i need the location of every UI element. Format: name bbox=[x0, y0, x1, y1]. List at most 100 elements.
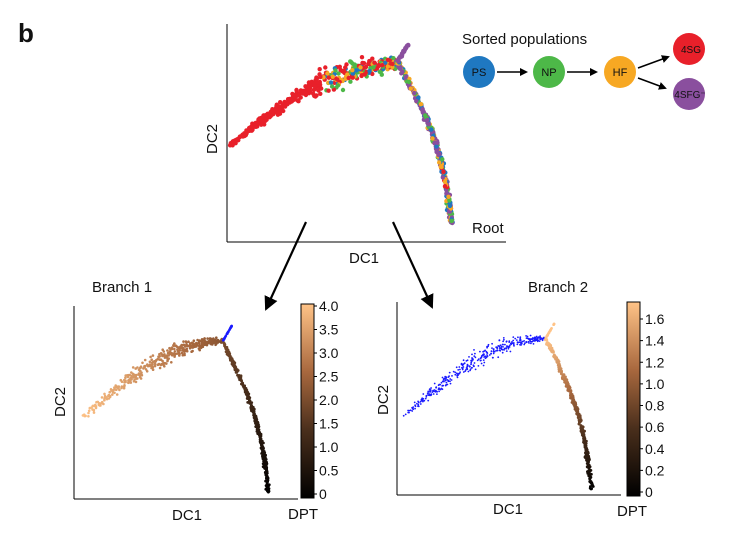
cell-point bbox=[398, 66, 403, 72]
cell-point bbox=[437, 388, 440, 391]
cell-point bbox=[500, 348, 503, 351]
cell-point bbox=[490, 350, 493, 353]
cell-point bbox=[87, 409, 91, 413]
cell-point bbox=[264, 117, 269, 122]
cell-point bbox=[449, 378, 452, 380]
cell-point bbox=[146, 363, 149, 366]
cell-point bbox=[108, 394, 112, 398]
cell-point bbox=[486, 346, 488, 349]
cell-point bbox=[129, 376, 132, 380]
cell-point bbox=[437, 384, 440, 387]
cell-point bbox=[444, 379, 447, 382]
cell-point bbox=[404, 413, 407, 416]
cell-point bbox=[512, 339, 515, 342]
cell-point bbox=[492, 350, 495, 352]
cell-point bbox=[451, 375, 453, 377]
cell-point bbox=[235, 369, 239, 372]
cell-point bbox=[490, 352, 492, 355]
cell-point bbox=[444, 375, 447, 378]
branch2-colorbar-ticks: 1.6 1.4 1.2 1.0 0.8 0.6 0.4 0.2 0 bbox=[640, 311, 665, 500]
cell-point bbox=[95, 400, 98, 404]
cell-point bbox=[436, 393, 438, 395]
cell-point bbox=[187, 344, 190, 348]
cell-point bbox=[109, 388, 113, 391]
cell-point bbox=[250, 406, 253, 409]
cell-point bbox=[188, 342, 192, 345]
cell-point bbox=[470, 363, 472, 365]
cell-point bbox=[250, 125, 255, 130]
cell-point bbox=[318, 91, 323, 97]
cell-point bbox=[558, 366, 562, 369]
cell-point bbox=[111, 393, 114, 396]
cell-point bbox=[423, 399, 426, 402]
cell-point bbox=[407, 409, 409, 412]
cell-point bbox=[259, 439, 262, 442]
cell-point bbox=[113, 386, 116, 389]
cell-point bbox=[131, 366, 135, 369]
cell-point bbox=[417, 401, 420, 404]
cell-point bbox=[524, 342, 526, 345]
cell-point bbox=[444, 191, 449, 196]
cell-point bbox=[516, 341, 519, 343]
cell-point bbox=[87, 415, 90, 418]
cell-point bbox=[163, 365, 166, 368]
cell-point bbox=[480, 362, 483, 365]
cell-point bbox=[406, 79, 412, 85]
cell-point bbox=[182, 340, 185, 343]
cell-point bbox=[111, 390, 115, 394]
cell-point bbox=[531, 340, 534, 343]
cell-point bbox=[573, 405, 577, 409]
cell-point bbox=[462, 359, 465, 362]
cell-point bbox=[454, 371, 457, 374]
cell-point bbox=[173, 342, 176, 345]
cell-point bbox=[148, 360, 152, 364]
cell-point bbox=[487, 343, 490, 346]
cell-point bbox=[586, 460, 589, 463]
cell-point bbox=[201, 342, 204, 345]
cell-point bbox=[501, 351, 504, 354]
cell-point bbox=[585, 462, 589, 465]
cell-point bbox=[461, 367, 464, 370]
cell-point bbox=[416, 402, 418, 405]
cell-point bbox=[172, 344, 175, 348]
cell-point bbox=[165, 356, 169, 359]
cell-point bbox=[435, 386, 438, 388]
cell-point bbox=[385, 57, 391, 62]
cell-point bbox=[503, 349, 505, 351]
cell-point bbox=[210, 341, 214, 344]
4sfg-node-label: 4SFG⁻ bbox=[674, 90, 705, 101]
cell-point bbox=[333, 68, 338, 73]
cell-point bbox=[435, 390, 437, 393]
cell-point bbox=[457, 369, 460, 371]
cell-point bbox=[419, 403, 422, 405]
cell-point bbox=[244, 129, 250, 134]
cell-point bbox=[350, 71, 356, 77]
cell-point bbox=[226, 351, 230, 355]
cell-point bbox=[441, 169, 446, 174]
cell-point bbox=[483, 361, 486, 364]
cell-point bbox=[158, 366, 162, 370]
cell-point bbox=[350, 75, 355, 80]
cell-point bbox=[124, 376, 127, 380]
cell-point bbox=[224, 347, 228, 350]
cell-point bbox=[514, 337, 517, 340]
branch1-colorbar-ticks: 4.0 3.5 3.0 2.5 2.0 1.5 1.0 0.5 0 bbox=[314, 298, 339, 502]
cell-point bbox=[456, 376, 459, 379]
cell-point bbox=[472, 358, 474, 361]
ps-node-label: PS bbox=[472, 67, 487, 79]
4sg-node bbox=[673, 33, 705, 65]
cell-point bbox=[153, 364, 157, 368]
cell-point bbox=[400, 52, 405, 57]
cell-point bbox=[198, 344, 201, 347]
cell-point bbox=[158, 354, 161, 358]
cell-point bbox=[94, 406, 98, 410]
top-plot: DC1 DC2 Root bbox=[204, 24, 506, 267]
cell-point bbox=[100, 400, 104, 404]
cell-point bbox=[265, 469, 268, 472]
legend-title: Sorted populations bbox=[462, 31, 587, 48]
cell-point bbox=[405, 43, 410, 48]
cell-point bbox=[457, 372, 460, 375]
cell-point bbox=[462, 371, 465, 373]
cell-point bbox=[256, 427, 260, 431]
cell-point bbox=[418, 102, 424, 107]
